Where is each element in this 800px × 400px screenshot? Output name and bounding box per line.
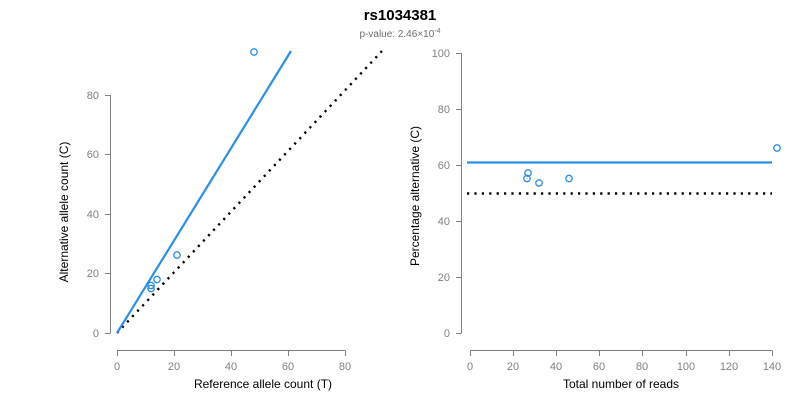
right-x-tick-0: 0 [467, 361, 473, 373]
data-point [173, 251, 181, 259]
left-x-tick-40: 40 [225, 361, 237, 373]
right-x-ticks [470, 350, 773, 356]
left-x-tick-80: 80 [339, 361, 351, 373]
left-y-axis-label: Alternative allele count (C) [57, 142, 71, 283]
left-x-ticks [117, 350, 346, 356]
left-fit-line [116, 50, 292, 334]
right-x-tick-100: 100 [677, 361, 695, 373]
right-data-points [523, 144, 781, 187]
right-x-tick-140: 140 [763, 361, 781, 373]
left-y-ticks [105, 95, 111, 334]
pvalue-prefix: p-value: 2.46 [359, 29, 417, 40]
right-y-tick-100: 100 [432, 48, 450, 60]
right-y-tick-40: 40 [438, 216, 450, 228]
data-point [773, 144, 781, 152]
page-title: rs1034381 [364, 7, 437, 24]
right-y-axis-label: Percentage alternative (C) [408, 126, 422, 266]
right-panel: 0 20 40 60 80 100 0 20 40 60 80 100 120 … [408, 48, 781, 391]
data-point [153, 275, 161, 284]
left-x-tick-0: 0 [114, 361, 120, 373]
right-x-tick-60: 60 [593, 361, 605, 373]
left-y-tick-40: 40 [87, 209, 99, 221]
left-data-points [147, 48, 258, 293]
right-y-tick-20: 20 [438, 272, 450, 284]
data-point [565, 174, 573, 183]
left-x-axis-label: Reference allele count (T) [194, 377, 332, 391]
left-y-tick-20: 20 [87, 268, 99, 280]
left-y-tick-80: 80 [87, 90, 99, 102]
pvalue-base: 10 [423, 29, 435, 40]
left-reference-line [116, 50, 383, 334]
data-point [147, 281, 155, 290]
right-x-tick-40: 40 [550, 361, 562, 373]
right-y-ticks [456, 53, 462, 334]
pvalue-exponent: -4 [434, 28, 440, 35]
pvalue-subtitle: p-value: 2.46×10-4 [359, 28, 440, 40]
left-panel: 0 20 40 60 80 0 20 40 60 80 Reference al… [57, 48, 383, 391]
left-y-tick-60: 60 [87, 149, 99, 161]
data-point [523, 174, 531, 183]
data-point [535, 179, 543, 187]
left-x-tick-20: 20 [168, 361, 180, 373]
right-x-tick-80: 80 [636, 361, 648, 373]
right-x-tick-20: 20 [507, 361, 519, 373]
right-y-tick-60: 60 [438, 160, 450, 172]
right-y-tick-0: 0 [444, 328, 450, 340]
right-y-tick-80: 80 [438, 104, 450, 116]
data-point [524, 169, 532, 177]
right-x-tick-120: 120 [720, 361, 738, 373]
right-x-axis-label: Total number of reads [563, 377, 679, 391]
data-point [250, 48, 258, 56]
left-x-tick-60: 60 [282, 361, 294, 373]
left-y-tick-0: 0 [93, 328, 99, 340]
pvalue-times: × [417, 29, 423, 40]
data-point [147, 284, 155, 293]
